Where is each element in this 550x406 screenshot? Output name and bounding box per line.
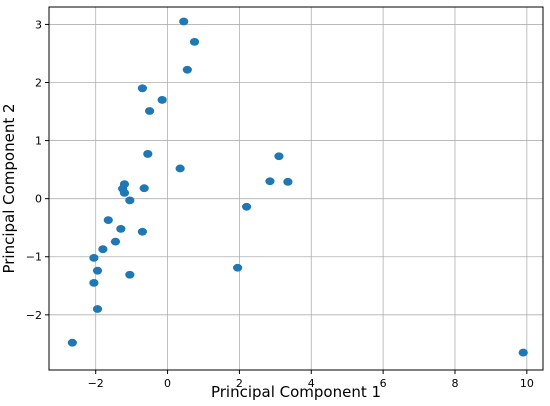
data-point xyxy=(92,266,103,275)
data-point xyxy=(125,270,135,279)
grid xyxy=(49,7,543,370)
data-point xyxy=(144,107,155,115)
data-point xyxy=(179,17,189,26)
data-point xyxy=(116,224,126,233)
data-point xyxy=(274,152,284,161)
data-point xyxy=(125,196,135,205)
data-point xyxy=(175,164,185,173)
y-tick-label: −2 xyxy=(26,309,42,322)
y-tick-label: 1 xyxy=(35,135,42,148)
data-point xyxy=(67,338,77,347)
data-point xyxy=(283,177,293,186)
data-point xyxy=(92,305,103,313)
x-tick-label: 6 xyxy=(380,377,387,390)
data-point xyxy=(137,227,148,236)
data-point xyxy=(139,184,149,193)
x-tick-label: 0 xyxy=(164,377,171,390)
data-point xyxy=(119,188,130,197)
x-tick-label: 8 xyxy=(451,377,458,390)
data-point xyxy=(189,37,200,46)
plot-frame xyxy=(48,6,544,371)
data-point xyxy=(157,96,167,104)
y-tick-label: 0 xyxy=(35,193,42,206)
data-point xyxy=(182,65,192,74)
data-point xyxy=(143,150,153,158)
data-point xyxy=(137,84,148,93)
axis-ticks: −2 0 2 4 6 8 10 −2 −1 0 1 2 3 xyxy=(26,18,534,390)
data-point xyxy=(110,237,121,246)
y-axis-label: Principal Component 2 xyxy=(0,103,18,273)
x-tick-label: 10 xyxy=(520,377,534,390)
data-point xyxy=(98,245,108,254)
data-point xyxy=(265,177,275,186)
x-tick-label: 4 xyxy=(308,377,315,390)
data-point xyxy=(518,348,528,357)
x-tick-label: 2 xyxy=(236,377,243,390)
y-tick-label: 3 xyxy=(35,18,42,31)
data-point xyxy=(89,278,99,287)
data-point xyxy=(89,254,99,262)
data-points xyxy=(67,17,528,357)
y-tick-label: 2 xyxy=(35,77,42,90)
data-point xyxy=(103,216,113,225)
data-point xyxy=(242,202,252,211)
x-axis-label: Principal Component 1 xyxy=(211,383,381,401)
data-point xyxy=(233,263,243,272)
y-tick-label: −1 xyxy=(26,251,42,264)
x-tick-label: −2 xyxy=(88,377,104,390)
